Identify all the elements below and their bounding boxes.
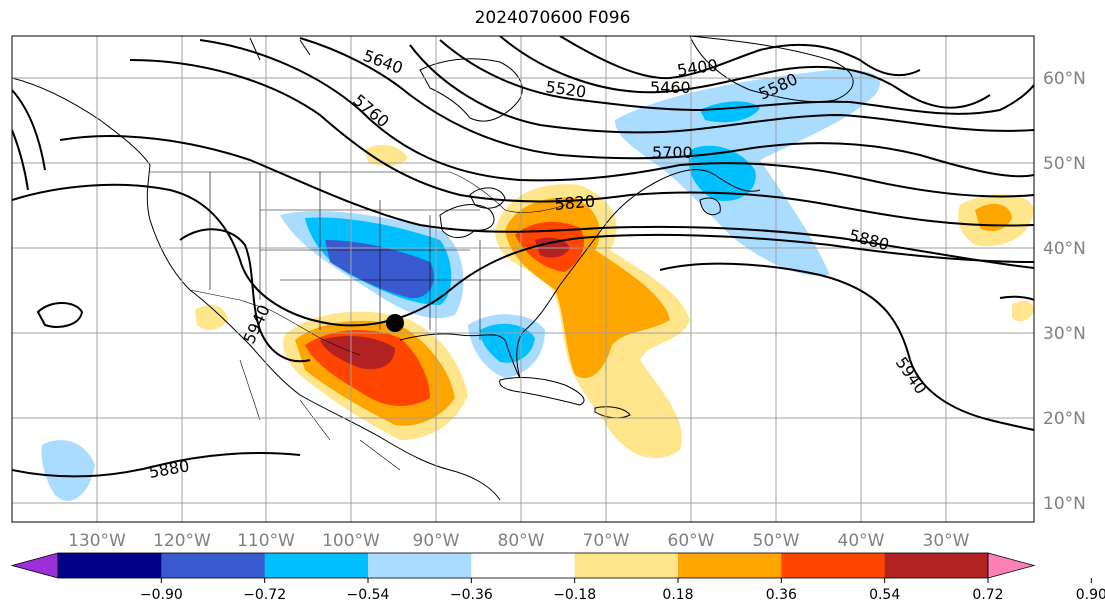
- north-america-west-coast: [12, 77, 501, 501]
- colorbar-tick-label: −0.18: [553, 587, 596, 603]
- lon-tick-label: 120°W: [153, 531, 211, 551]
- lon-tick-label: 110°W: [237, 531, 295, 551]
- contour-5940: [179, 228, 311, 363]
- lon-tick-label: 70°W: [583, 531, 630, 551]
- longitude-labels: 130°W 120°W 110°W 100°W 90°W 80°W 70°W 6…: [68, 531, 970, 551]
- colorbar-extend-max: [987, 552, 1036, 579]
- contour-5940-atlantic: [659, 262, 1034, 431]
- contour-5580: [409, 44, 1034, 134]
- cuba: [499, 377, 585, 406]
- neg-anomaly-atlantic-core: [688, 145, 756, 201]
- contour-5640: [299, 37, 1034, 178]
- colorbar-segment: [678, 553, 782, 578]
- contour-5880-pacific: [12, 452, 301, 478]
- map-frame: [11, 35, 1035, 523]
- pos-anomaly-canada: [365, 144, 408, 167]
- contour-label: 5700: [652, 143, 693, 162]
- colorbar-segment: [264, 553, 369, 578]
- colorbar-segment: [471, 553, 576, 578]
- colorbar-tick-label: −0.36: [450, 587, 493, 603]
- colorbar: −0.90 −0.72 −0.54 −0.36 −0.18 0.18 0.36 0.54 0.7…: [10, 552, 1105, 603]
- lat-tick-label: 50°N: [1043, 154, 1086, 174]
- lon-tick-label: 90°W: [413, 531, 460, 551]
- colorbar-segment: [368, 553, 472, 578]
- colorbar-ticks: −0.90 −0.72 −0.54 −0.36 −0.18 0.18 0.36 0.54 0.7…: [140, 578, 1105, 603]
- lat-tick-label: 30°N: [1043, 324, 1086, 344]
- contour-5880: [12, 183, 1034, 327]
- colorbar-segment: [781, 553, 886, 578]
- gulf-coast: [399, 284, 561, 379]
- colorbar-tick-label: −0.72: [243, 587, 286, 603]
- contour-5460: [499, 36, 991, 109]
- lon-tick-label: 40°W: [838, 531, 885, 551]
- contour-5520: [439, 39, 1034, 115]
- great-lakes: [439, 204, 495, 238]
- coastline-layer: [12, 36, 854, 501]
- border-layer: [150, 171, 566, 471]
- colorbar-tick-label: 0.18: [662, 587, 693, 603]
- colorbar-tick-label: 0.90: [1076, 587, 1105, 603]
- colorbar-segment: [161, 553, 266, 578]
- lat-tick-label: 20°N: [1043, 409, 1086, 429]
- lat-tick-label: 40°N: [1043, 239, 1086, 259]
- neg-anomaly-pacific: [41, 440, 95, 501]
- colorbar-tick-label: 0.54: [869, 587, 900, 603]
- colorbar-segment: [884, 553, 989, 578]
- us-canada-border: [150, 171, 566, 213]
- lon-tick-label: 60°W: [668, 531, 715, 551]
- colorbar-segment: [58, 553, 162, 578]
- colorbar-extend-min: [10, 552, 59, 579]
- contour-west-lows: [12, 89, 46, 191]
- lon-tick-label: 30°W: [923, 531, 970, 551]
- map-area: [12, 36, 1034, 522]
- colorbar-tick-label: −0.54: [347, 587, 390, 603]
- contour-label: 5820: [554, 192, 596, 214]
- contour-label: 5460: [650, 78, 691, 97]
- lon-tick-label: 130°W: [68, 531, 126, 551]
- lon-tick-label: 50°W: [753, 531, 800, 551]
- colorbar-tick-label: 0.36: [766, 587, 797, 603]
- hudson-bay: [419, 58, 523, 122]
- lat-tick-label: 60°N: [1043, 69, 1086, 89]
- chart-title: 2024070600 F096: [474, 8, 631, 28]
- newfoundland: [699, 197, 721, 216]
- contour-5400: [559, 36, 921, 80]
- lon-tick-label: 80°W: [498, 531, 545, 551]
- us-mexico-border: [189, 289, 361, 356]
- colorbar-segments: [10, 552, 1036, 579]
- contour-5700: [199, 39, 1034, 198]
- lon-tick-label: 100°W: [322, 531, 380, 551]
- latitude-labels: 60°N 50°N 40°N 30°N 20°N 10°N: [1043, 69, 1086, 514]
- contour-5760: [129, 59, 1034, 227]
- contour-5820: [59, 135, 1034, 269]
- greenland: [689, 36, 854, 103]
- lat-tick-label: 10°N: [1043, 494, 1086, 514]
- east-coast: [559, 169, 761, 286]
- colorbar-frame: [57, 552, 989, 579]
- contour-small-ring: [36, 302, 84, 328]
- colorbar-segment: [574, 553, 679, 578]
- colorbar-tick-label: −0.90: [140, 587, 183, 603]
- height-contours: [12, 36, 1034, 478]
- colorbar-tick-label: 0.72: [972, 587, 1003, 603]
- storm-position-dot: [386, 314, 404, 332]
